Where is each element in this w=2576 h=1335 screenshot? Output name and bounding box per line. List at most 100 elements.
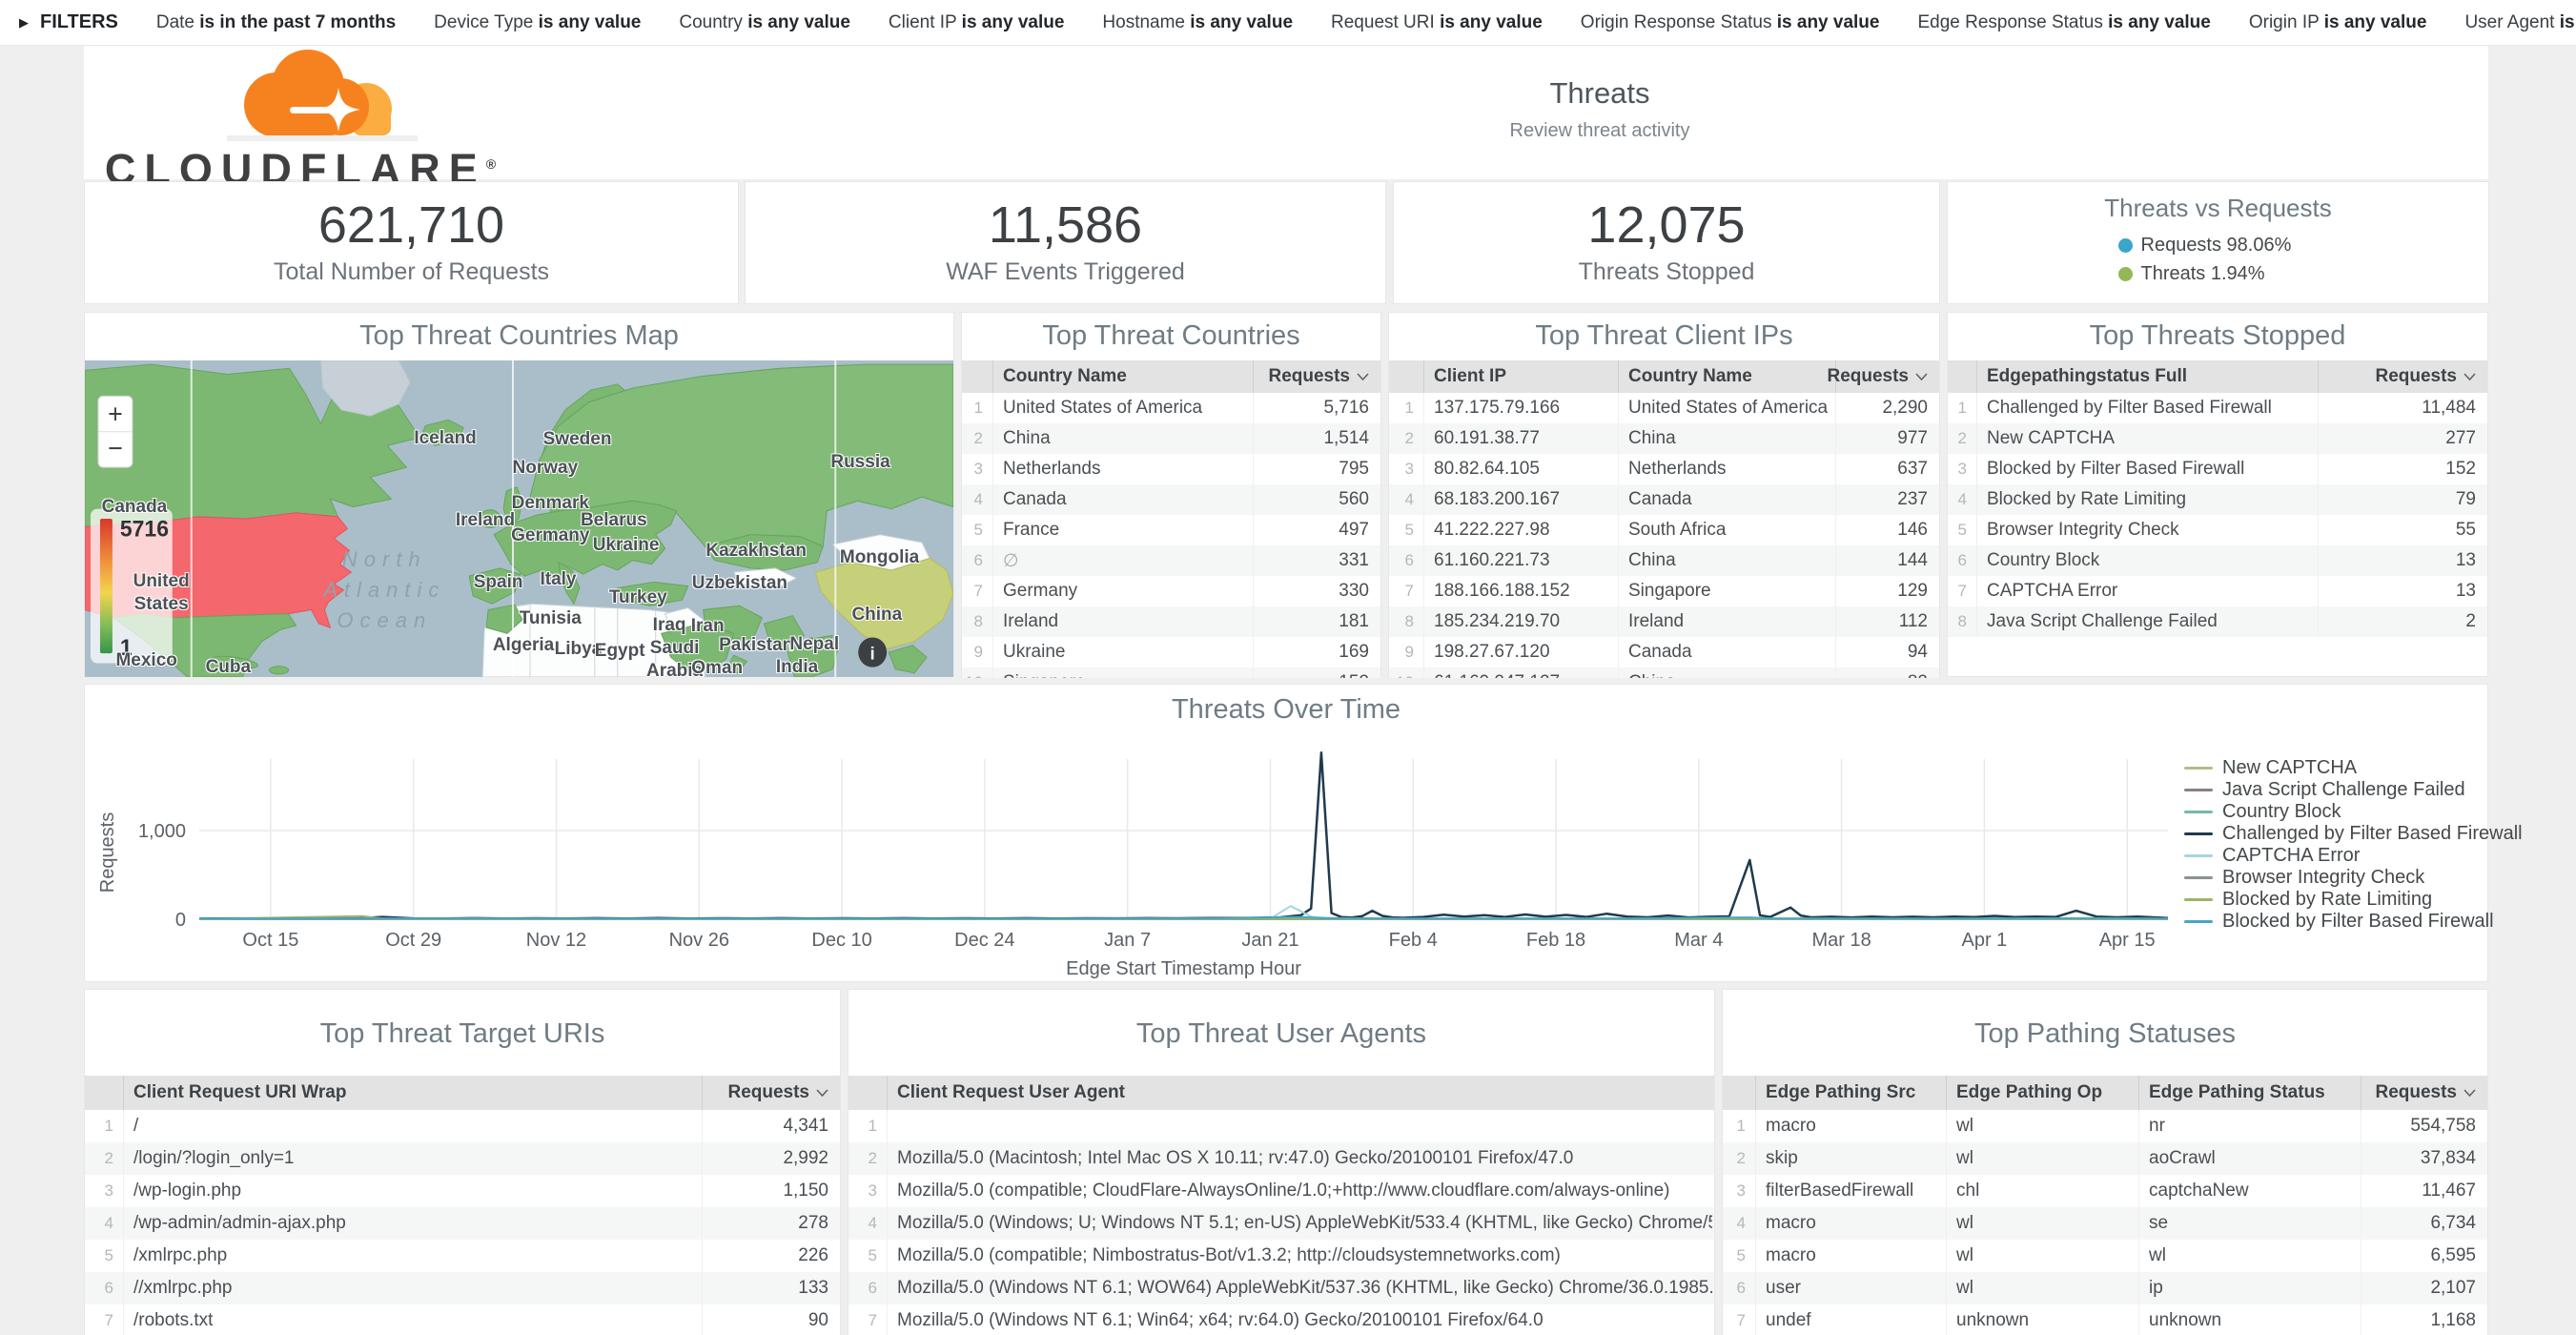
table-row[interactable]: 5 41.222.227.98 South Africa 146 xyxy=(1389,515,1939,545)
table-row[interactable]: 4 Mozilla/5.0 (Windows; U; Windows NT 5.1… xyxy=(848,1207,1714,1240)
table-row[interactable]: 5 France 497 xyxy=(962,515,1380,545)
filter-item[interactable]: Client IP is any value xyxy=(889,12,1064,33)
chart-legend-item[interactable]: Java Script Challenge Failed xyxy=(2184,779,2523,800)
world-map[interactable]: + − 5716 xyxy=(85,360,953,677)
table-row[interactable]: 7 188.166.188.152 Singapore 129 xyxy=(1389,576,1939,606)
column-header[interactable]: Requests xyxy=(1253,360,1379,393)
column-header[interactable]: Country Name xyxy=(1618,360,1835,393)
map-info-button[interactable]: i xyxy=(858,637,888,668)
table-row[interactable]: 1 137.175.79.166 United States of America 2… xyxy=(1389,393,1939,423)
table-cell: 41.222.227.98 xyxy=(1423,515,1618,545)
table-row[interactable]: 1 Challenged by Filter Based Firewall 11,4… xyxy=(1948,393,2487,423)
table-row[interactable]: 6 Country Block 13 xyxy=(1948,545,2487,576)
filter-item[interactable]: Hostname is any value xyxy=(1102,12,1293,33)
column-header[interactable]: Country Name xyxy=(992,360,1253,393)
filter-item[interactable]: Country is any value xyxy=(679,12,850,33)
top-threat-countries-table[interactable]: Country Name Requests 1 United States of Am… xyxy=(962,360,1380,678)
table-row[interactable]: 8 Java Script Challenge Failed 2 xyxy=(1948,606,2487,637)
column-header[interactable]: Client Request URI Wrap xyxy=(123,1076,702,1110)
threats-over-time-chart[interactable]: Oct 15 Oct 29 Nov 12 Nov 26 Dec 10 Dec 24 Jan … xyxy=(85,719,2489,983)
chart-legend-item[interactable]: Blocked by Rate Limiting xyxy=(2184,889,2523,910)
top-pathing-statuses-table[interactable]: Edge Pathing Src Edge Pathing Op Edge Path… xyxy=(1723,1076,2487,1335)
table-row[interactable]: 1 macro wl nr 554,758 xyxy=(1723,1110,2487,1142)
table-row[interactable]: 9 Ukraine 169 xyxy=(962,637,1380,668)
series-line-icon xyxy=(2184,919,2213,923)
zoom-out-button[interactable]: − xyxy=(108,433,123,463)
table-row[interactable]: 5 macro wl wl 6,595 xyxy=(1723,1240,2487,1272)
filters-toggle[interactable]: ▶ FILTERS xyxy=(19,11,118,33)
table-row[interactable]: 8 185.234.219.70 Ireland 112 xyxy=(1389,606,1939,637)
table-row[interactable]: 3/wp-login.php 1,150 xyxy=(85,1175,840,1207)
column-header[interactable]: Edgepathingstatus Full xyxy=(1976,360,2318,393)
column-header[interactable]: Client IP xyxy=(1423,360,1618,393)
table-row[interactable]: 6 Mozilla/5.0 (Windows NT 6.1; WOW64) App… xyxy=(848,1272,1714,1304)
chart-legend-item[interactable]: Browser Integrity Check xyxy=(2184,867,2523,888)
chart-legend-item[interactable]: CAPTCHA Error xyxy=(2184,845,2523,866)
table-row[interactable]: 2 Mozilla/5.0 (Macintosh; Intel Mac OS X … xyxy=(848,1142,1714,1175)
top-threat-client-ips-table[interactable]: Client IP Country Name Requests 1 137.175.79… xyxy=(1389,360,1939,678)
filter-item[interactable]: Edge Response Status is any value xyxy=(1917,12,2210,33)
table-cell: Mozilla/5.0 (Macintosh; Intel Mac OS X 1… xyxy=(887,1142,1712,1175)
table-row[interactable]: 1061.160.247.127China82 xyxy=(1389,668,1939,678)
column-header[interactable]: Edge Pathing Op xyxy=(1946,1076,2138,1110)
table-row[interactable]: 7 undef unknown unknown 1,168 xyxy=(1723,1304,2487,1335)
table-row[interactable]: 3 Mozilla/5.0 (compatible; CloudFlare-Alw… xyxy=(848,1175,1714,1207)
top-threat-target-uris-table[interactable]: Client Request URI Wrap Requests 1/4,341 2/… xyxy=(85,1076,840,1335)
column-header[interactable]: Requests xyxy=(2318,360,2485,393)
filter-item[interactable]: Device Type is any value xyxy=(434,12,641,33)
table-row[interactable]: 1 United States of America 5,716 xyxy=(962,393,1380,423)
table-row[interactable]: 3 filterBasedFirewall chl captchaNew 11,467 xyxy=(1723,1175,2487,1207)
filter-item[interactable]: Date is in the past 7 months xyxy=(156,12,396,33)
table-row[interactable]: 7 CAPTCHA Error 13 xyxy=(1948,576,2487,606)
table-row[interactable]: 2 skip wl aoCrawl 37,834 xyxy=(1723,1142,2487,1175)
table-row[interactable]: 4 macro wl se 6,734 xyxy=(1723,1207,2487,1240)
table-row[interactable]: 2 60.191.38.77 China 977 xyxy=(1389,423,1939,454)
table-row[interactable]: 8 Ireland 181 xyxy=(962,606,1380,637)
filter-item[interactable]: Request URI is any value xyxy=(1331,12,1543,33)
column-header[interactable]: Edge Pathing Src xyxy=(1755,1076,1946,1110)
table-row[interactable]: 5 Mozilla/5.0 (compatible; Nimbostratus-B… xyxy=(848,1240,1714,1272)
chart-legend-item[interactable]: Blocked by Filter Based Firewall xyxy=(2184,911,2523,932)
column-header[interactable]: Edge Pathing Status xyxy=(2138,1076,2361,1110)
table-row[interactable]: 1 /4,341 xyxy=(85,1110,840,1142)
filter-item[interactable]: User Agent is any value xyxy=(2464,12,2576,33)
table-row[interactable]: 6 user wl ip 2,107 xyxy=(1723,1272,2487,1304)
table-row[interactable]: 4/wp-admin/admin-ajax.php 278 xyxy=(85,1207,840,1240)
table-row[interactable]: 5 Browser Integrity Check 55 xyxy=(1948,515,2487,545)
filter-item[interactable]: Origin IP is any value xyxy=(2249,12,2427,33)
table-row[interactable]: 3 80.82.64.105 Netherlands 637 xyxy=(1389,454,1939,484)
table-row[interactable]: 4 Canada 560 xyxy=(962,484,1380,515)
table-row[interactable]: 2 New CAPTCHA 277 xyxy=(1948,423,2487,454)
table-row[interactable]: 4 Blocked by Rate Limiting 79 xyxy=(1948,484,2487,515)
table-row[interactable]: 7/robots.txt 90 xyxy=(85,1304,840,1335)
chart-legend-item[interactable]: New CAPTCHA xyxy=(2184,757,2523,778)
table-row[interactable]: 7 Germany 330 xyxy=(962,576,1380,606)
table-row[interactable]: 6 61.160.221.73 China 144 xyxy=(1389,545,1939,576)
chart-legend-item[interactable]: Challenged by Filter Based Firewall xyxy=(2184,823,2523,844)
table-row[interactable]: 4 68.183.200.167 Canada 237 xyxy=(1389,484,1939,515)
map-zoom-control[interactable]: + − xyxy=(97,395,133,468)
row-index: 6 xyxy=(1957,551,1967,569)
chart-legend-item[interactable]: Country Block xyxy=(2184,801,2523,822)
column-header[interactable]: Requests xyxy=(2361,1076,2485,1110)
table-row[interactable]: 6 //xmlrpc.php 133 xyxy=(85,1272,840,1304)
table-cell: / xyxy=(123,1110,702,1142)
table-row[interactable]: 6 ∅ 331 xyxy=(962,545,1380,576)
table-row[interactable]: 1 xyxy=(848,1110,1714,1142)
column-header[interactable]: Requests xyxy=(1827,360,1937,393)
table-row[interactable]: 10Singapore152 xyxy=(962,668,1380,678)
filter-item[interactable]: Origin Response Status is any value xyxy=(1581,12,1880,33)
table-row[interactable]: 7 Mozilla/5.0 (Windows NT 6.1; Win64; x64… xyxy=(848,1304,1714,1335)
table-row[interactable]: 2/login/?login_only=1 2,992 xyxy=(85,1142,840,1175)
column-header[interactable]: Requests xyxy=(702,1076,838,1110)
table-row[interactable]: 2 China 1,514 xyxy=(962,423,1380,454)
table-row[interactable]: 5/xmlrpc.php 226 xyxy=(85,1240,840,1272)
zoom-in-button[interactable]: + xyxy=(108,399,123,429)
table-cell: Java Script Challenge Failed xyxy=(1976,606,2318,637)
top-threat-user-agents-table[interactable]: Client Request User Agent 1 2 Mozilla/5.0 (… xyxy=(848,1076,1714,1335)
column-header[interactable]: Client Request User Agent xyxy=(887,1076,1712,1110)
table-row[interactable]: 3 Netherlands 795 xyxy=(962,454,1380,484)
top-threats-stopped-table[interactable]: Edgepathingstatus Full Requests 1 Challenge… xyxy=(1948,360,2487,678)
table-row[interactable]: 3 Blocked by Filter Based Firewall 152 xyxy=(1948,454,2487,484)
table-row[interactable]: 9 198.27.67.120 Canada 94 xyxy=(1389,637,1939,668)
